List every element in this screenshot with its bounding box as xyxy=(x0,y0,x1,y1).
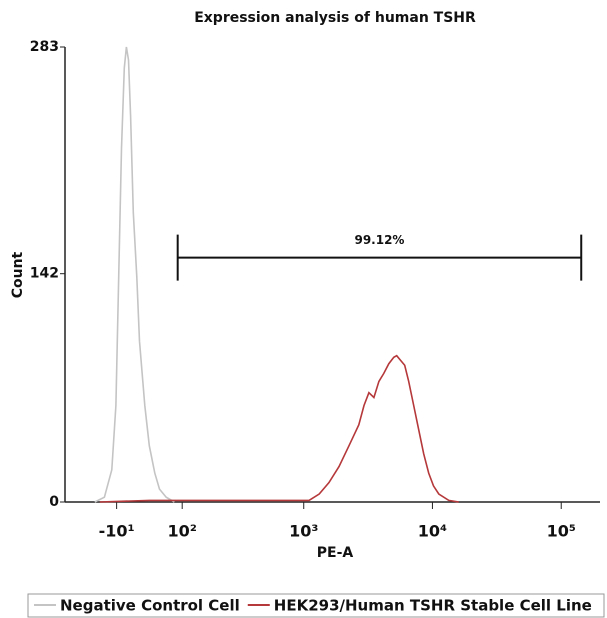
gate-label: 99.12% xyxy=(354,233,404,247)
y-tick-label: 0 xyxy=(49,494,59,510)
x-axis-label: PE-A xyxy=(317,545,354,561)
legend-box xyxy=(27,593,605,618)
chart-title: Expression analysis of human TSHR xyxy=(194,10,476,26)
series-line xyxy=(99,354,459,503)
x-tick-label: 10⁴ xyxy=(418,522,447,541)
y-axis-label: Count xyxy=(10,251,26,298)
legend-label: Negative Control Cell xyxy=(60,597,240,615)
series-line xyxy=(94,46,175,503)
x-tick-label: 10² xyxy=(168,522,197,541)
x-tick-label: 10³ xyxy=(289,522,318,541)
y-tick-label: 283 xyxy=(30,39,59,55)
x-tick-label: 10⁵ xyxy=(547,522,576,541)
y-tick-label: 142 xyxy=(30,266,59,282)
x-tick-label: -10¹ xyxy=(99,522,135,541)
legend-label: HEK293/Human TSHR Stable Cell Line xyxy=(274,597,592,615)
